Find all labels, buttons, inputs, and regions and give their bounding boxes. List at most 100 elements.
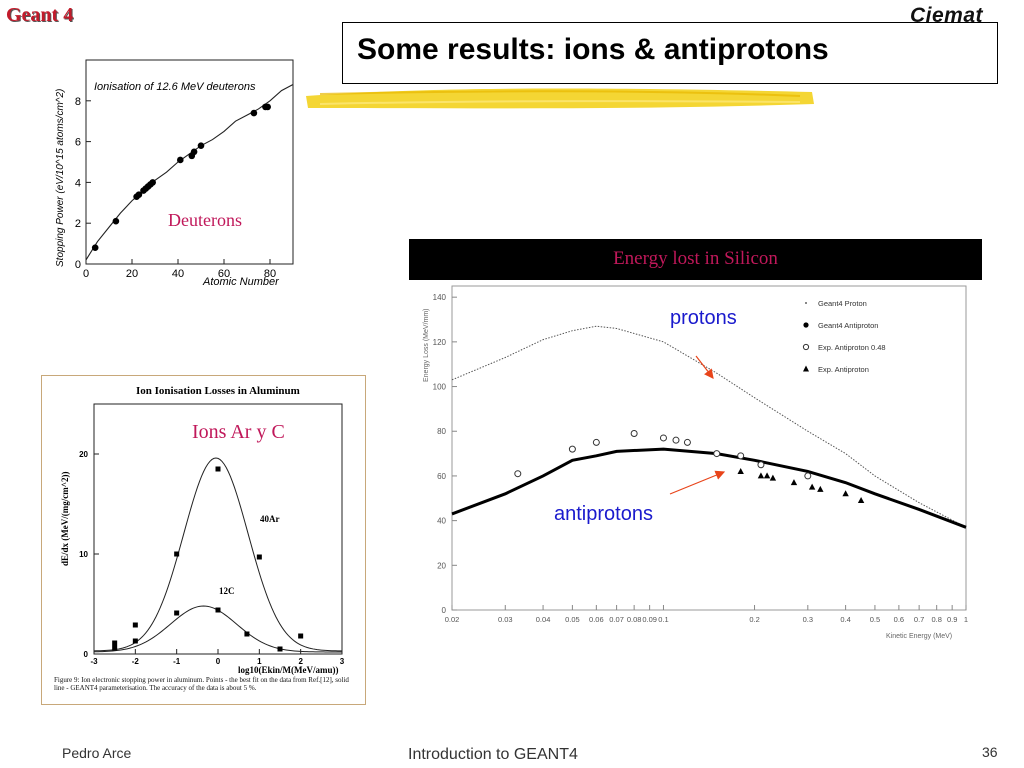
exp-antiproton-point <box>808 483 816 490</box>
legend-marker-exp <box>803 365 809 372</box>
slide-title: Some results: ions & antiprotons <box>357 33 829 66</box>
footer-author: Pedro Arce <box>62 745 132 761</box>
deuteron-x-tick-label: 60 <box>218 268 230 280</box>
protons-arrow <box>695 355 714 379</box>
silicon-y-tick-label: 80 <box>437 427 446 436</box>
silicon-y-tick-label: 140 <box>433 293 447 302</box>
exp-antiproton-point <box>790 479 798 486</box>
ion-ar-fit-curve <box>93 457 343 652</box>
exp-antiproton-048-point <box>659 434 667 442</box>
legend-marker-exp-048 <box>802 343 810 351</box>
silicon-y-tick-label: 120 <box>433 338 447 347</box>
legend-marker-proton <box>805 302 807 304</box>
deuteron-chart: 0 20 40 60 80 0 2 4 6 8 Ionisation of 12.6 MeV de… <box>55 59 294 288</box>
deuteron-y-tick-label: 2 <box>75 218 81 230</box>
ion-x-tick-label: -3 <box>90 657 98 666</box>
deuteron-data-point <box>250 109 258 117</box>
deuteron-chart-title: Ionisation of 12.6 MeV deuterons <box>94 81 256 93</box>
deuteron-y-tick-label: 4 <box>75 177 81 189</box>
silicon-y-tick-label: 20 <box>437 561 446 570</box>
ion-chart: Ion Ionisation Losses in Aluminum -3 -2 -1… <box>54 385 349 692</box>
ion-c-data-point <box>277 646 283 652</box>
ion-x-tick-label: 1 <box>257 657 262 666</box>
exp-antiproton-048-point <box>757 461 765 469</box>
silicon-x-tick-label: 0.4 <box>840 615 850 624</box>
ion-c-data-point <box>244 631 250 637</box>
ion-ar-data-point <box>112 640 118 646</box>
ion-ar-data-point <box>215 466 221 472</box>
exp-antiproton-048-point <box>737 452 745 460</box>
exp-antiproton-048-point <box>568 445 576 453</box>
exp-antiproton-048-point <box>683 438 691 446</box>
antiprotons-arrow <box>669 470 726 495</box>
ion-x-tick-label: 3 <box>340 657 345 666</box>
silicon-banner-title: Energy lost in Silicon <box>613 248 778 269</box>
silicon-y-tick-label: 100 <box>433 383 447 392</box>
exp-antiproton-point <box>757 472 765 479</box>
ion-c-data-point <box>112 645 118 651</box>
silicon-x-tick-label: 0.8 <box>931 615 941 624</box>
exp-antiproton-048-point <box>713 450 721 458</box>
geant4-antiproton-curve <box>451 447 967 529</box>
silicon-x-tick-label: 0.5 <box>870 615 880 624</box>
exp-antiproton-048-point <box>514 470 522 478</box>
silicon-x-tick-label: 0.05 <box>565 615 580 624</box>
deuteron-plot-frame <box>85 59 294 265</box>
exp-antiproton-048-point <box>630 429 638 437</box>
silicon-x-tick-label: 0.03 <box>498 615 513 624</box>
silicon-x-axis-label: Kinetic Energy (MeV) <box>886 633 952 640</box>
silicon-x-tick-label: 0.7 <box>914 615 924 624</box>
yellow-highlight-stroke <box>306 88 814 109</box>
silicon-x-tick-label: 0.3 <box>803 615 813 624</box>
ion-ar-data-point <box>132 622 138 628</box>
silicon-x-tick-label: 0.04 <box>536 615 551 624</box>
silicon-chart: 0 20 40 60 80 100 120 140 0.02 0.03 0.04 0.05 0.06 0.… <box>423 285 968 640</box>
ion-c-data-point <box>132 638 138 644</box>
silicon-x-tick-label: 0.06 <box>589 615 604 624</box>
ion-y-tick-label: 10 <box>79 550 88 559</box>
deuteron-data-point <box>135 191 143 198</box>
exp-antiproton-point <box>737 467 744 474</box>
deuteron-x-axis-label: Atomic Number <box>202 276 280 288</box>
ion-x-tick-label: -1 <box>173 657 181 666</box>
deuteron-y-axis-label: Stopping Power (eV/10^15 atoms/cm^2) <box>55 89 66 267</box>
ion-annotation: Ions Ar y C <box>192 421 285 443</box>
ion-ar-data-point <box>298 633 304 639</box>
silicon-y-axis-label: Energy Loss (MeV/mm) <box>423 308 430 382</box>
exp-antiproton-048-point <box>672 436 680 444</box>
silicon-x-tick-label: 0.08 <box>627 615 642 624</box>
slide-title-box: Some results: ions & antiprotons <box>342 22 998 84</box>
deuteron-data-point <box>197 142 205 149</box>
deuteron-y-tick-label: 6 <box>75 137 81 149</box>
deuteron-x-tick-label: 20 <box>126 268 138 280</box>
ion-label-c: 12C <box>219 586 235 596</box>
silicon-x-tick-label: 0.6 <box>894 615 904 624</box>
silicon-legend-label: Exp. Antiproton 0.48 <box>818 343 886 352</box>
ciemat-logo: Ciemat <box>910 4 984 27</box>
footer-course: Introduction to GEANT4 <box>408 746 578 763</box>
deuteron-data-point <box>264 103 271 111</box>
exp-antiproton-point <box>842 490 849 497</box>
exp-antiproton-point <box>817 485 824 492</box>
exp-antiproton-point <box>857 497 865 504</box>
geant4-brand: Geant 4 <box>6 4 74 26</box>
deuteron-data-point <box>91 244 99 251</box>
ion-x-axis-label: log10(Ekin/M(MeV/amu)) <box>238 665 339 675</box>
ion-x-tick-label: -2 <box>132 657 140 666</box>
silicon-plot-frame <box>451 285 967 611</box>
deuteron-annotation: Deuterons <box>168 210 242 230</box>
ion-ar-data-point <box>174 551 180 557</box>
ion-y-tick-label: 20 <box>79 450 88 459</box>
silicon-legend-label: Geant4 Antiproton <box>818 321 878 330</box>
deuteron-x-tick-label: 80 <box>264 268 276 280</box>
antiprotons-annotation: antiprotons <box>554 503 653 525</box>
silicon-x-tick-label: 0.07 <box>609 615 624 624</box>
exp-antiproton-point <box>769 474 777 481</box>
silicon-x-tick-label: 0.1 <box>658 615 668 624</box>
deuteron-x-tick-label: 0 <box>83 268 89 280</box>
silicon-x-tick-label: 0.2 <box>749 615 759 624</box>
exp-antiproton-point <box>763 472 771 479</box>
silicon-y-tick-label: 40 <box>437 517 446 526</box>
ion-x-tick-label: 2 <box>298 657 303 666</box>
protons-annotation: protons <box>670 307 737 329</box>
